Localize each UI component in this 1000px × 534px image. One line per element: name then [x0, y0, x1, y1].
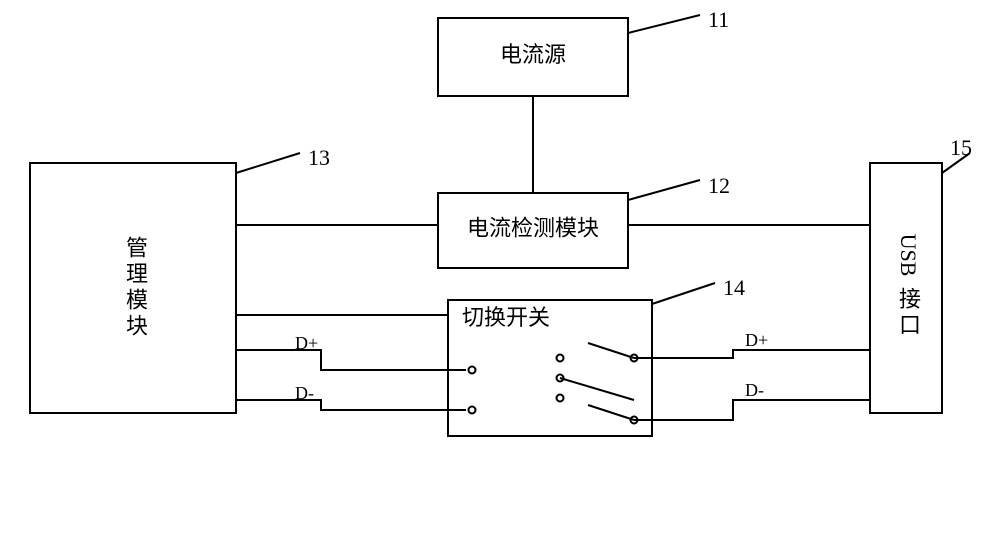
refnum-11: 11: [708, 7, 729, 32]
dminus-left-pin: D-: [295, 383, 314, 403]
switch-label: 切换开关: [462, 305, 550, 330]
path-elem: [628, 15, 700, 33]
path-elem: [628, 180, 700, 200]
circle-elem: [469, 367, 476, 374]
path-elem: [638, 400, 870, 420]
path-elem: [236, 350, 466, 370]
circle-elem: [469, 407, 476, 414]
path-elem: [236, 400, 466, 410]
refnum-14: 14: [723, 275, 745, 300]
dplus-right-pin: D+: [745, 330, 768, 350]
path-elem: [638, 350, 870, 358]
usb-label-cn: 接口: [896, 287, 921, 339]
current-source-label: 电流源: [500, 42, 566, 67]
circle-elem: [557, 355, 564, 362]
usb-label-en: USB: [896, 234, 921, 277]
path-elem: [652, 283, 715, 304]
management-label: 管理模块: [123, 236, 148, 340]
current-detect-label: 电流检测模块: [467, 216, 599, 241]
refnum-12: 12: [708, 173, 730, 198]
circle-elem: [557, 395, 564, 402]
dminus-right-pin: D-: [745, 380, 764, 400]
refnum-13: 13: [308, 145, 330, 170]
path-elem: [236, 153, 300, 173]
dplus-left-pin: D+: [295, 333, 318, 353]
refnum-15: 15: [950, 135, 972, 160]
